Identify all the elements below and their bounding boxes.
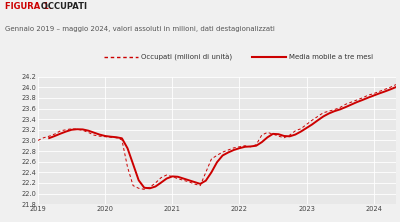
Text: OCCUPATI: OCCUPATI	[38, 2, 86, 11]
Text: Occupati (milioni di unità): Occupati (milioni di unità)	[141, 54, 232, 61]
Text: Media mobile a tre mesi: Media mobile a tre mesi	[289, 54, 373, 60]
Text: FIGURA 1.: FIGURA 1.	[5, 2, 52, 11]
Text: Gennaio 2019 – maggio 2024, valori assoluti in milioni, dati destagionalizzati: Gennaio 2019 – maggio 2024, valori assol…	[5, 26, 275, 32]
